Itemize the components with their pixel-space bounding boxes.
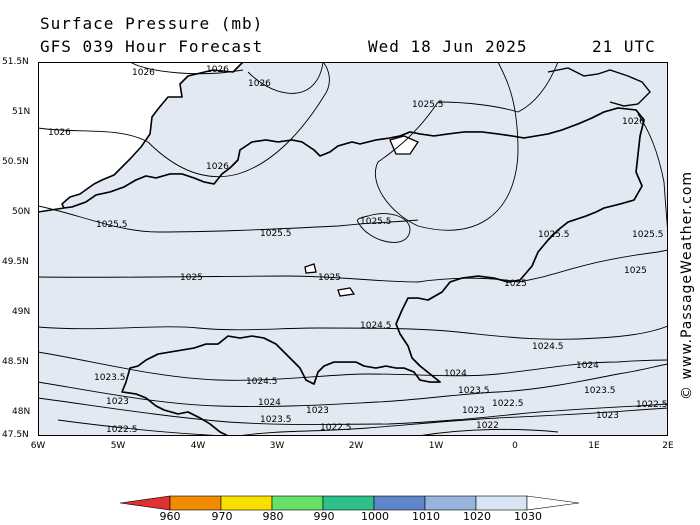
lat-label: 51N	[12, 107, 31, 117]
lat-label: 50N	[12, 207, 31, 217]
pressure-map: 1026 1026 1026 1026 1026 1026 1025.5 102…	[38, 62, 668, 436]
isobar-label: 1022.5	[636, 400, 668, 410]
isobar-label: 1023	[306, 406, 329, 416]
isobar-label: 1023.5	[94, 373, 126, 383]
lon-label: 0	[512, 441, 518, 451]
isobar-label: 1023	[106, 397, 129, 407]
isobar-label: 1024	[258, 398, 281, 408]
colorbar-label: 1010	[412, 510, 440, 523]
isobar-label: 1025.5	[360, 217, 392, 227]
isobar-label: 1026	[132, 68, 155, 78]
isobar-label: 1024.5	[246, 377, 278, 387]
colorbar-label: 980	[262, 510, 284, 523]
forecast-subtitle: GFS 039 Hour Forecast	[40, 37, 264, 56]
isobar-label: 1024.5	[360, 321, 392, 331]
colorbar-label: 990	[313, 510, 335, 523]
lat-label: 49.5N	[2, 257, 29, 267]
map-frame	[38, 62, 668, 436]
isobar-label: 1024.5	[532, 342, 564, 352]
lon-label: 1E	[588, 441, 600, 451]
colorbar-label: 970	[211, 510, 233, 523]
colorbar-label: 960	[159, 510, 181, 523]
lon-label: 4W	[190, 441, 206, 451]
isobar-label: 1022.5	[320, 423, 352, 433]
isle-of-wight	[389, 135, 419, 155]
colorbar-segment	[169, 495, 222, 511]
channel-island-guernsey	[304, 263, 317, 274]
isobar-label: 1023	[596, 411, 619, 421]
isobar-label: 1023.5	[584, 386, 616, 396]
colorbar-segment	[271, 495, 324, 511]
lat-label: 50.5N	[2, 157, 29, 167]
forecast-date: Wed 18 Jun 2025	[368, 37, 528, 56]
colorbar-segment	[220, 495, 273, 511]
isobar-label-group: 1026 1026 1026 1026 1026 1026 1025.5 102…	[48, 65, 668, 435]
isobar-label: 1023	[462, 406, 485, 416]
isobar-label: 1025	[318, 273, 341, 283]
thames-estuary	[547, 67, 651, 107]
isobar-label: 1022	[476, 421, 499, 431]
colorbar-label: 1020	[463, 510, 491, 523]
colorbar-segment	[373, 495, 426, 511]
chart-title: Surface Pressure (mb)	[40, 14, 264, 33]
colorbar-segment	[475, 495, 528, 511]
colorbar-segment	[526, 495, 580, 511]
credit-watermark: © www.PassageWeather.com	[679, 170, 695, 400]
pressure-colorbar	[119, 495, 580, 511]
isobar-label: 1026	[206, 162, 229, 172]
isobar-label: 1026	[622, 117, 645, 127]
colorbar-segment	[322, 495, 375, 511]
lon-label: 3W	[269, 441, 285, 451]
isobar-label: 1025.5	[260, 229, 292, 239]
colorbar-label: 1030	[514, 510, 542, 523]
isobar-label: 1024	[576, 361, 599, 371]
isobar-label: 1022.5	[106, 425, 138, 435]
isobar-label: 1025	[624, 266, 647, 276]
lat-label: 48N	[12, 407, 31, 417]
isobar-label: 1023.5	[260, 415, 292, 425]
isobar-label: 1024	[444, 369, 467, 379]
lon-label: 5W	[110, 441, 126, 451]
lat-label: 49N	[12, 307, 31, 317]
lon-label: 2W	[348, 441, 364, 451]
isobar-label: 1022.5	[492, 399, 524, 409]
colorbar-label: 1000	[361, 510, 389, 523]
colorbar-segment	[119, 495, 171, 511]
lat-label: 47.5N	[2, 430, 29, 440]
lon-label: 6W	[30, 441, 46, 451]
lat-label: 51.5N	[2, 57, 29, 67]
lon-label: 2E	[662, 441, 674, 451]
isobar-label: 1023.5	[458, 386, 490, 396]
lon-label: 1W	[428, 441, 444, 451]
isobar-label: 1025	[504, 279, 527, 289]
isobar-label: 1025.5	[96, 220, 128, 230]
channel-island-jersey	[337, 287, 356, 297]
isobar-label: 1026	[248, 79, 271, 89]
isobar-label: 1026	[206, 65, 229, 75]
isobar-label: 1026	[48, 128, 71, 138]
isobar-label: 1025.5	[538, 230, 570, 240]
isobar-label: 1025	[180, 273, 203, 283]
isobar-label: 1025.5	[412, 100, 444, 110]
colorbar-segment	[424, 495, 477, 511]
isobar-label: 1025.5	[632, 230, 664, 240]
forecast-time: 21 UTC	[592, 37, 656, 56]
lat-label: 48.5N	[2, 357, 29, 367]
